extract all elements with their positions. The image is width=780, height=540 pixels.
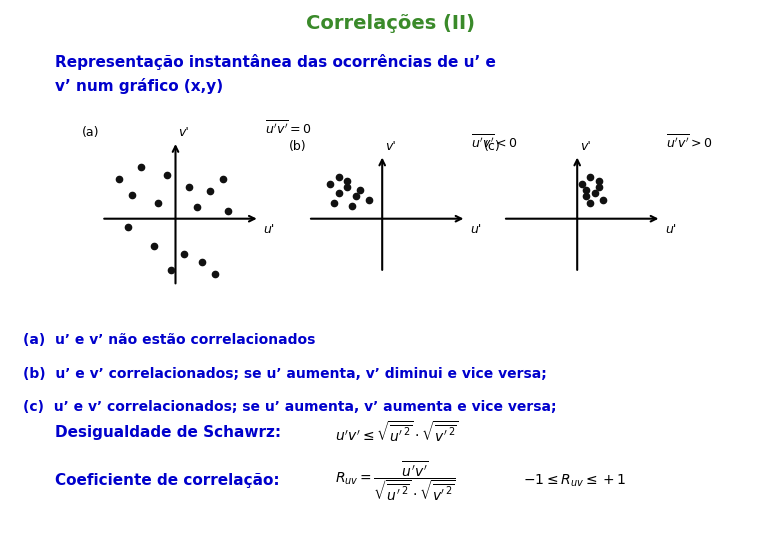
- Text: (a): (a): [82, 126, 99, 139]
- Text: u': u': [470, 222, 481, 235]
- Text: $\overline{u'v'} > 0$: $\overline{u'v'} > 0$: [666, 133, 713, 151]
- Text: (c)  u’ e v’ correlacionados; se u’ aumenta, v’ aumenta e vice versa;: (c) u’ e v’ correlacionados; se u’ aumen…: [23, 400, 557, 414]
- Text: (b)  u’ e v’ correlacionados; se u’ aumenta, v’ diminui e vice versa;: (b) u’ e v’ correlacionados; se u’ aumen…: [23, 367, 547, 381]
- Text: v’ num gráfico (x,y): v’ num gráfico (x,y): [55, 78, 223, 94]
- Text: (c): (c): [484, 140, 501, 153]
- Text: Representação instantânea das ocorrências de u’ e: Representação instantânea das ocorrência…: [55, 54, 495, 70]
- Text: $R_{uv} = \dfrac{\overline{u'v'}}{\sqrt{\overline{u'^{\,2}}} \cdot \sqrt{\overli: $R_{uv} = \dfrac{\overline{u'v'}}{\sqrt{…: [335, 458, 456, 503]
- Text: (b): (b): [289, 140, 306, 153]
- Text: $\overline{u'v'} = 0$: $\overline{u'v'} = 0$: [264, 119, 311, 137]
- Text: u': u': [264, 222, 275, 235]
- Text: $u'v' \leq \sqrt{\overline{u'^{\,2}}} \cdot \sqrt{\overline{v'^{\,2}}}$: $u'v' \leq \sqrt{\overline{u'^{\,2}}} \c…: [335, 420, 459, 444]
- Text: (a)  u’ e v’ não estão correlacionados: (a) u’ e v’ não estão correlacionados: [23, 333, 316, 347]
- Text: $-1 \leq R_{uv} \leq +1$: $-1 \leq R_{uv} \leq +1$: [523, 472, 626, 489]
- Text: v': v': [580, 140, 591, 153]
- Text: Correlações (II): Correlações (II): [306, 14, 474, 33]
- Text: v': v': [179, 126, 190, 139]
- Text: Desigualdade de Schawrz:: Desigualdade de Schawrz:: [55, 424, 281, 440]
- Text: u': u': [665, 222, 676, 235]
- Text: Coeficiente de correlação:: Coeficiente de correlação:: [55, 473, 279, 488]
- Text: $\overline{u'v'} < 0$: $\overline{u'v'} < 0$: [471, 133, 518, 151]
- Text: v': v': [385, 140, 396, 153]
